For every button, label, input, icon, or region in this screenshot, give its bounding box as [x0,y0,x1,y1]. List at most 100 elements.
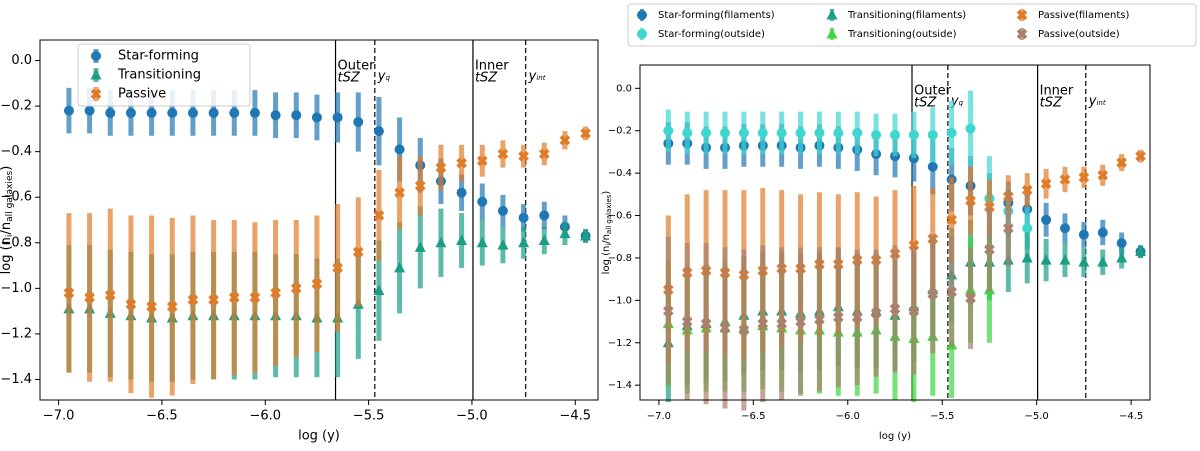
marker [826,28,838,39]
marker [871,129,882,140]
marker [701,127,712,138]
marker [1078,172,1090,183]
marker [477,196,488,207]
marker [476,236,488,248]
marker [637,29,647,39]
legend-box [77,43,251,107]
marker [1059,174,1071,185]
marker [291,110,302,121]
marker [311,112,322,123]
plot-frame [639,64,1151,401]
marker [146,301,157,312]
marker [538,234,550,246]
marker [187,107,198,118]
marker [738,324,750,336]
marker [435,162,447,173]
marker [580,229,592,241]
marker [1116,238,1127,249]
marker [663,305,674,317]
marker [1116,251,1128,263]
marker [394,261,406,273]
marker [984,244,995,255]
marker [373,284,385,296]
marker [1097,227,1108,238]
marker [518,236,530,248]
marker [125,299,137,310]
plot-frame [39,39,599,401]
y-tick-label: −1.4 [0,372,32,387]
y-tick-label: −0.4 [608,168,632,179]
marker [1097,256,1109,267]
marker [518,150,529,162]
marker [91,51,101,61]
legend-label: Transitioning(outside) [847,29,957,40]
marker [908,239,920,251]
marker [927,129,938,140]
marker [776,127,787,138]
y-tick-label: −0.4 [0,144,32,159]
y-tick-label: −1.0 [0,281,32,296]
vline-symbol: yint [528,69,546,84]
marker [946,286,957,298]
vline-symbol: yint [1088,94,1106,109]
y-axis-label-part: log (n [601,246,612,275]
marker [539,210,550,221]
marker [637,10,647,20]
x-tick-label: −5.0 [1025,411,1049,422]
marker [105,107,116,118]
marker [681,316,693,327]
vline-label: Inner [475,59,509,74]
marker [795,127,806,138]
marker [104,289,116,301]
marker [414,241,426,252]
marker [353,117,364,128]
vline-label: Outer [914,84,952,99]
marker [167,107,178,118]
vline-symbol-part: q [959,99,964,107]
marker [1078,229,1089,240]
marker [682,127,693,138]
marker [1040,254,1052,265]
x-tick-label: −6.5 [146,409,178,424]
marker [84,292,95,303]
marker [90,69,102,80]
marker [965,195,976,206]
y-tick-label: 0.0 [11,53,32,68]
marker [373,126,384,137]
x-tick-label: −4.5 [559,409,591,424]
vline-symbol-part: y [950,94,959,109]
legend: Star-forming Transitioning Passive [77,43,251,107]
legend-label: Passive [118,87,166,102]
marker [332,112,343,123]
marker [814,127,825,138]
marker [270,110,281,121]
marker [889,303,901,315]
y-axis-label-part: ) [0,166,14,171]
marker [757,318,769,329]
vline-label: tSZ [338,71,361,86]
vline-label: Inner [1040,84,1074,99]
marker [719,322,731,334]
legend-label: Transitioning(filaments) [847,10,966,21]
y-tick-label: −1.2 [0,326,32,341]
y-axis-label-part: i [5,235,15,238]
marker [352,246,364,258]
marker [720,127,730,138]
marker [249,107,260,118]
marker [927,288,939,300]
marker [776,318,787,329]
marker [394,187,405,198]
marker [965,292,976,304]
y-tick-label: −0.2 [608,126,632,137]
marker [814,314,825,325]
legend-box [627,3,1197,47]
marker [833,312,844,323]
vline-symbol-part: y [528,69,537,84]
marker [757,127,768,138]
y-tick-label: −0.8 [608,253,632,264]
vline-symbol-part: q [386,74,391,82]
marker [1097,169,1109,181]
y-axis-label-part: all galaxies [5,170,15,221]
marker [870,307,882,319]
